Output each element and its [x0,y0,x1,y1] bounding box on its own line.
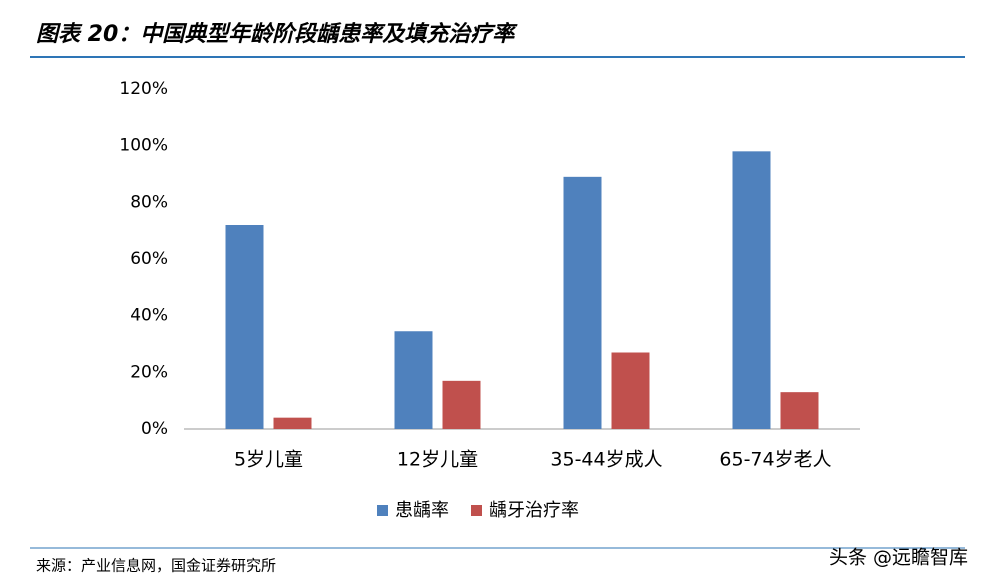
x-tick-label: 5岁儿童 [234,449,303,471]
legend-swatch [377,505,388,516]
bar [611,352,650,429]
y-tick-label: 120% [119,79,168,99]
y-tick-label: 80% [130,192,168,212]
y-tick-label: 60% [130,249,168,269]
y-tick-label: 100% [119,136,168,156]
bar [442,380,481,429]
y-tick-label: 0% [141,419,168,439]
bar [394,331,433,429]
legend-label: 龋牙治疗率 [489,500,579,521]
bar [225,225,264,429]
bar [780,392,819,429]
bar [273,417,312,429]
bar [732,151,771,430]
y-tick-label: 40% [130,306,168,326]
watermark: 头条 @远瞻智库 [829,547,968,569]
legend-label: 患龋率 [395,500,449,521]
legend-swatch [471,505,482,516]
chart-title: 图表 20：中国典型年龄阶段龋患率及填充治疗率 [36,21,518,47]
y-tick-label: 20% [130,362,168,382]
x-tick-label: 65-74岁老人 [719,449,831,471]
x-tick-label: 12岁儿童 [397,449,478,471]
source: 来源：产业信息网，国金证券研究所 [36,557,276,575]
bar [563,176,602,429]
x-tick-label: 35-44岁成人 [550,449,662,471]
